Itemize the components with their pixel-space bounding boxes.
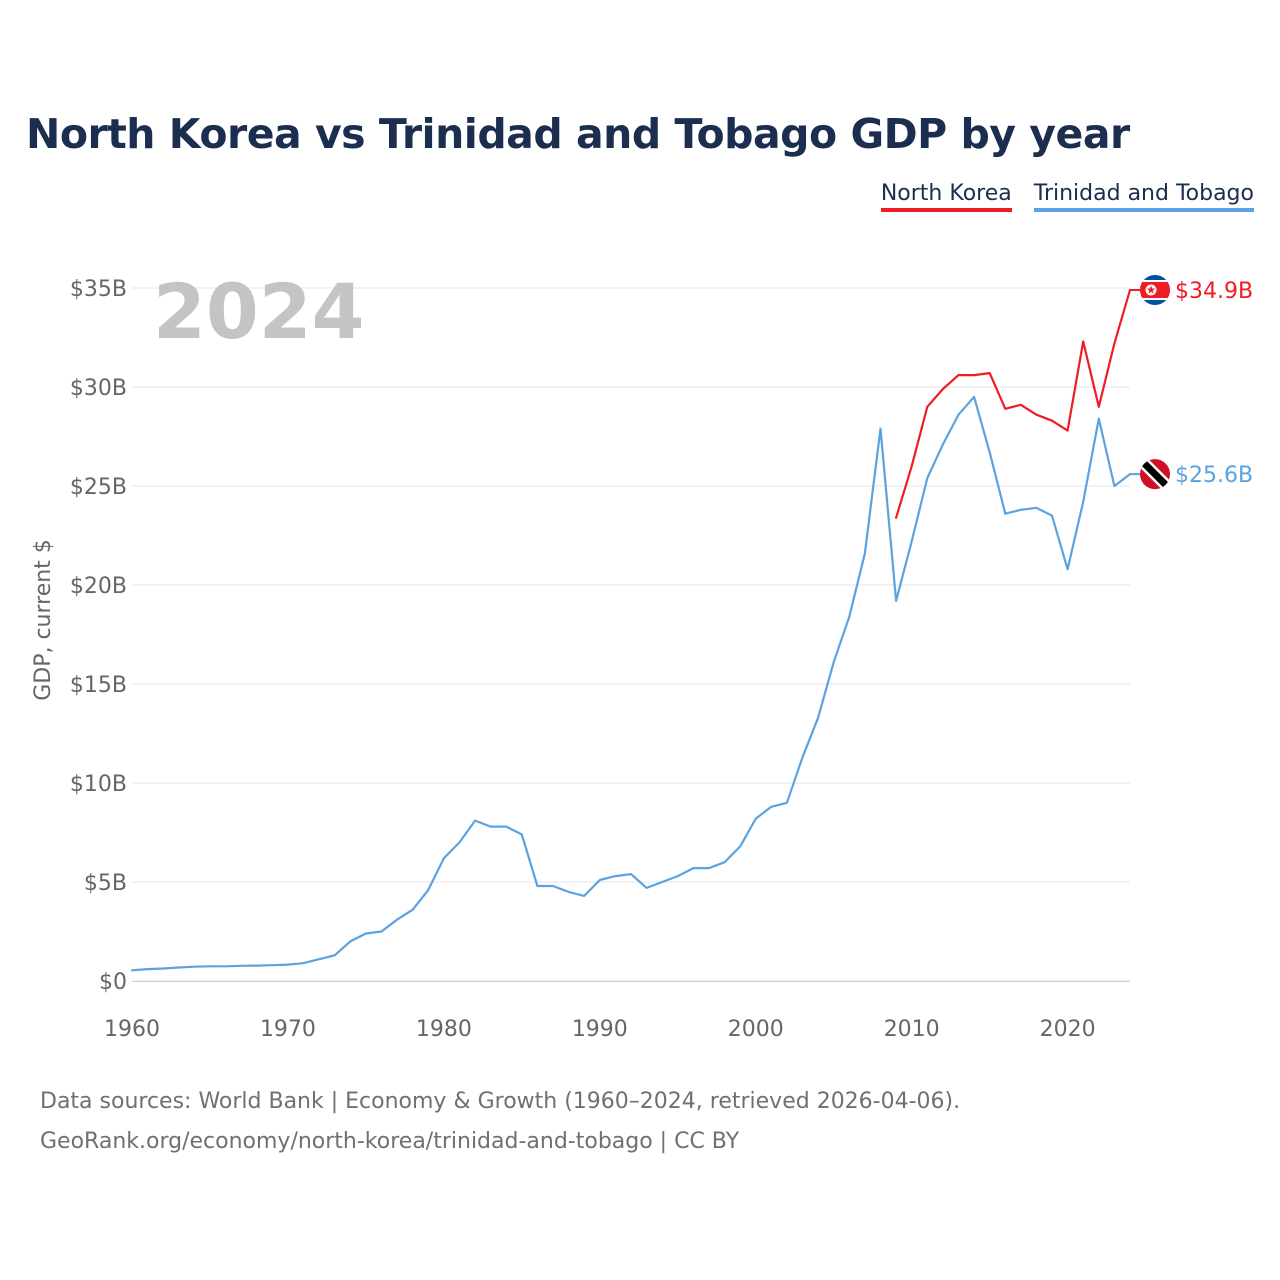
x-tick-label: 2000: [728, 1017, 784, 1042]
y-tick-label: $25B: [70, 475, 127, 500]
trinidad-and-tobago-flag-icon: [1140, 459, 1170, 490]
footer-sources: Data sources: World Bank | Economy & Gro…: [40, 1089, 961, 1114]
legend-item-north-korea[interactable]: North Korea: [880, 181, 1012, 212]
y-tick-label: $5B: [84, 871, 127, 896]
x-tick-label: 1960: [104, 1017, 160, 1042]
year-watermark: 2024: [153, 267, 365, 356]
end-value-label: $34.9B: [1175, 279, 1253, 304]
y-tick-label: $20B: [70, 574, 127, 599]
x-tick-label: 2010: [884, 1017, 940, 1042]
footer-attribution: GeoRank.org/economy/north-korea/trinidad…: [40, 1129, 740, 1154]
series-end-labels: $34.9B $25.6B: [1130, 274, 1253, 490]
north-korea-flag-icon: [1140, 274, 1170, 305]
x-tick-label: 1980: [416, 1017, 472, 1042]
x-tick-label: 2020: [1040, 1017, 1096, 1042]
x-tick-label: 1990: [572, 1017, 628, 1042]
legend: North Korea Trinidad and Tobago: [880, 181, 1254, 212]
end-value-label: $25.6B: [1175, 463, 1253, 488]
series-line-north-korea[interactable]: [894, 288, 1132, 519]
y-axis-ticks: $0 $5B $10B $15B $20B $25B $30B $35B: [70, 277, 127, 995]
gridlines: [132, 287, 1130, 982]
x-axis-ticks: 1960 1970 1980 1990 2000 2010 2020: [104, 1017, 1096, 1042]
footer: Data sources: World Bank | Economy & Gro…: [40, 1082, 960, 1162]
y-axis-label: GDP, current $: [31, 539, 56, 701]
chart-title: North Korea vs Trinidad and Tobago GDP b…: [26, 110, 1130, 158]
y-tick-label: $30B: [70, 376, 127, 401]
y-tick-label: $35B: [70, 277, 127, 302]
series-lines: [130, 288, 1132, 972]
y-tick-label: $10B: [70, 772, 127, 797]
series-line-trinidad-and-tobago[interactable]: [130, 395, 1132, 972]
legend-item-trinidad-and-tobago[interactable]: Trinidad and Tobago: [1033, 181, 1254, 212]
y-tick-label: $0: [99, 970, 127, 995]
x-tick-label: 1970: [260, 1017, 316, 1042]
y-tick-label: $15B: [70, 673, 127, 698]
